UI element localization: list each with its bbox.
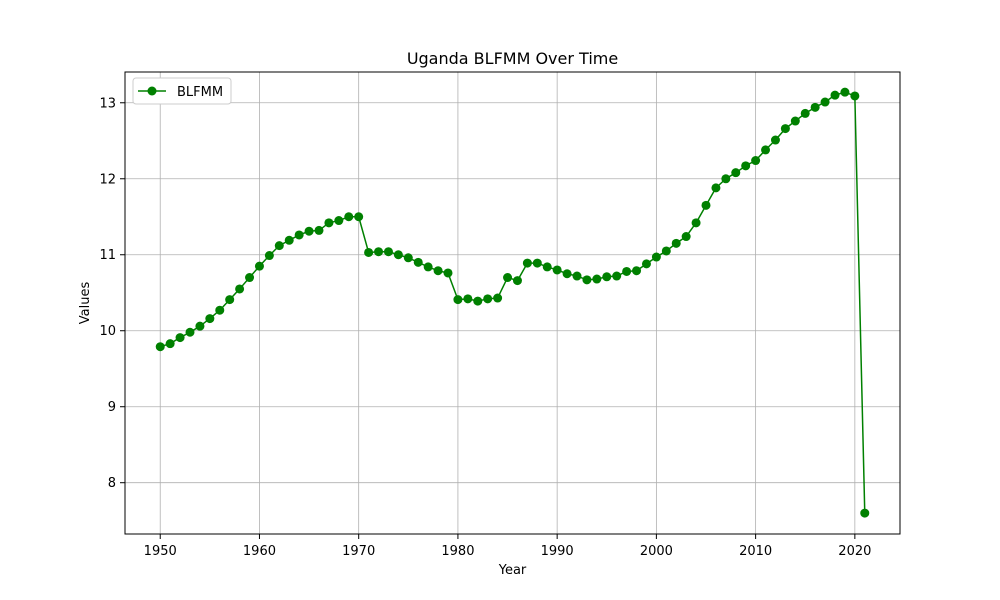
data-point	[592, 274, 602, 284]
data-point	[403, 253, 413, 263]
data-point	[661, 246, 671, 256]
data-point	[691, 218, 701, 228]
data-point	[354, 212, 364, 222]
data-point	[761, 145, 771, 155]
data-point	[622, 266, 632, 276]
data-point	[254, 261, 264, 271]
data-point	[195, 321, 205, 331]
data-point	[413, 257, 423, 267]
data-point	[205, 314, 215, 324]
data-point	[632, 266, 642, 276]
x-tick-label: 1990	[541, 544, 574, 559]
x-tick-label: 1960	[243, 544, 276, 559]
data-point	[453, 295, 463, 305]
plot-frame	[124, 71, 901, 535]
data-point	[324, 218, 334, 228]
legend-label: BLFMM	[177, 85, 223, 100]
data-point	[602, 272, 612, 282]
data-point	[671, 238, 681, 248]
data-point	[264, 251, 274, 261]
data-point	[344, 212, 354, 222]
data-point	[582, 275, 592, 285]
y-tick-label: 13	[99, 96, 116, 111]
data-point	[483, 294, 493, 304]
data-point	[493, 293, 503, 303]
data-point	[314, 225, 324, 235]
x-axis-label: Year	[498, 563, 527, 578]
data-point	[542, 262, 552, 272]
data-point	[274, 241, 284, 251]
data-point	[463, 294, 473, 304]
data-point	[850, 91, 860, 101]
data-point	[532, 258, 542, 268]
data-point	[651, 252, 661, 262]
data-point	[512, 276, 522, 286]
data-point	[751, 156, 761, 166]
chart-title: Uganda BLFMM Over Time	[407, 49, 618, 68]
y-tick-label: 11	[99, 248, 116, 263]
data-point	[800, 108, 810, 118]
data-point	[443, 268, 453, 278]
data-point	[810, 102, 820, 112]
data-point	[215, 305, 225, 315]
data-point	[165, 339, 175, 349]
data-point	[552, 265, 562, 275]
data-point	[830, 90, 840, 100]
data-point	[225, 295, 235, 305]
data-point	[433, 266, 443, 276]
x-tick-label: 2020	[838, 544, 871, 559]
data-point	[612, 271, 622, 281]
data-point	[503, 273, 513, 283]
data-point	[721, 174, 731, 184]
x-axis: 1950 1960 1970 1980 1990 2000 2010 2020	[144, 534, 871, 559]
data-point	[741, 161, 751, 171]
data-point	[245, 273, 255, 283]
data-point	[820, 97, 830, 107]
data-point	[473, 296, 483, 306]
data-point	[770, 135, 780, 145]
data-point	[393, 250, 403, 260]
data-point	[175, 333, 185, 343]
data-point	[790, 116, 800, 126]
y-axis-label: Values	[78, 282, 93, 325]
y-axis: 8 9 10 11 12 13	[99, 96, 125, 491]
legend-marker	[147, 86, 157, 96]
data-point	[304, 226, 314, 236]
data-point	[155, 342, 165, 352]
data-point	[860, 508, 870, 518]
y-tick-label: 8	[108, 476, 116, 491]
data-point	[641, 259, 651, 269]
data-point	[364, 247, 374, 257]
y-tick-label: 9	[108, 400, 116, 415]
data-point	[235, 284, 245, 294]
x-tick-label: 1980	[441, 544, 474, 559]
y-tick-label: 10	[99, 324, 116, 339]
data-point	[284, 235, 294, 245]
data-point	[562, 269, 572, 279]
legend-box	[132, 77, 232, 105]
data-series	[155, 87, 870, 518]
data-point	[294, 230, 304, 240]
data-point	[731, 168, 741, 178]
data-point	[701, 200, 711, 210]
data-point	[711, 183, 721, 193]
data-point	[383, 247, 393, 257]
data-point	[522, 258, 532, 268]
data-point	[840, 87, 850, 97]
legend: BLFMM	[132, 77, 232, 105]
x-tick-label: 1950	[144, 544, 177, 559]
data-point	[374, 247, 384, 257]
data-point	[334, 216, 344, 226]
data-point	[681, 232, 691, 242]
x-tick-label: 2010	[739, 544, 772, 559]
data-point	[423, 262, 433, 272]
data-point	[185, 327, 195, 337]
data-point	[572, 271, 582, 281]
grid-lines	[125, 72, 900, 534]
data-point	[780, 124, 790, 134]
x-tick-label: 2000	[640, 544, 673, 559]
x-tick-label: 1970	[342, 544, 375, 559]
y-tick-label: 12	[99, 172, 116, 187]
